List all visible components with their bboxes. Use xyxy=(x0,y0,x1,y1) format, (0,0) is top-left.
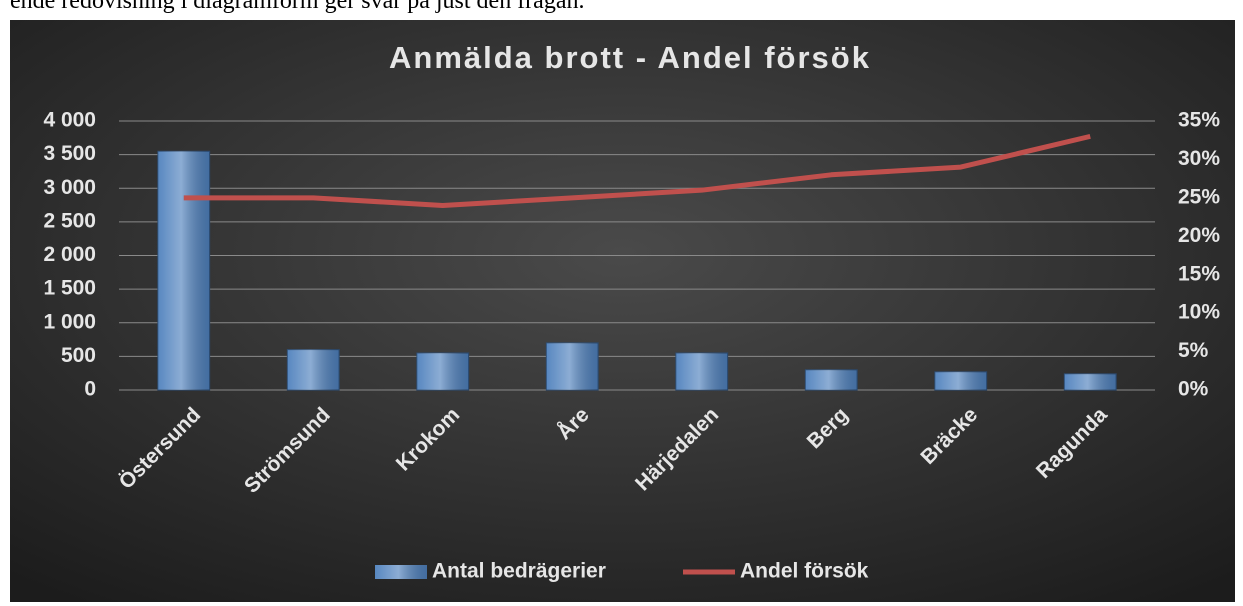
y2-tick-label: 30% xyxy=(1178,147,1220,170)
y-tick-label: 0 xyxy=(84,378,96,401)
y-tick-label: 3 000 xyxy=(43,176,96,199)
document-text: ende redovisning i diagramform ger svar … xyxy=(10,0,585,14)
bar-shine xyxy=(1064,373,1117,390)
y-tick-label: 2 500 xyxy=(43,209,96,232)
y2-tick-label: 35% xyxy=(1178,109,1220,132)
bar-shine xyxy=(416,353,469,390)
y-tick-label: 4 000 xyxy=(43,109,96,132)
y-tick-label: 3 500 xyxy=(43,142,96,165)
y-tick-label: 500 xyxy=(61,344,96,367)
y2-tick-label: 10% xyxy=(1178,301,1220,324)
y2-tick-label: 5% xyxy=(1178,339,1209,362)
bar-shine xyxy=(157,151,210,390)
bar-shine xyxy=(934,371,987,390)
legend-label: Antal bedrägerier xyxy=(432,560,606,583)
line xyxy=(183,133,1091,209)
y2-tick-label: 20% xyxy=(1178,224,1220,247)
chart-title: Anmälda brott - Andel försök xyxy=(389,40,871,75)
y2-tick-label: 25% xyxy=(1178,185,1220,208)
y-tick-label: 1 500 xyxy=(43,277,96,300)
y2-tick-label: 15% xyxy=(1178,262,1220,285)
y2-tick-label: 0% xyxy=(1178,378,1209,401)
y-tick-label: 1 000 xyxy=(43,310,96,333)
bar-shine xyxy=(675,353,728,390)
y-tick-label: 2 000 xyxy=(43,243,96,266)
bar-shine xyxy=(805,369,858,390)
bar-shine xyxy=(287,349,340,390)
legend-swatch-shine xyxy=(375,565,427,579)
chart-background xyxy=(10,20,1235,602)
bar-shine xyxy=(546,342,599,390)
legend-label: Andel försök xyxy=(740,560,869,583)
